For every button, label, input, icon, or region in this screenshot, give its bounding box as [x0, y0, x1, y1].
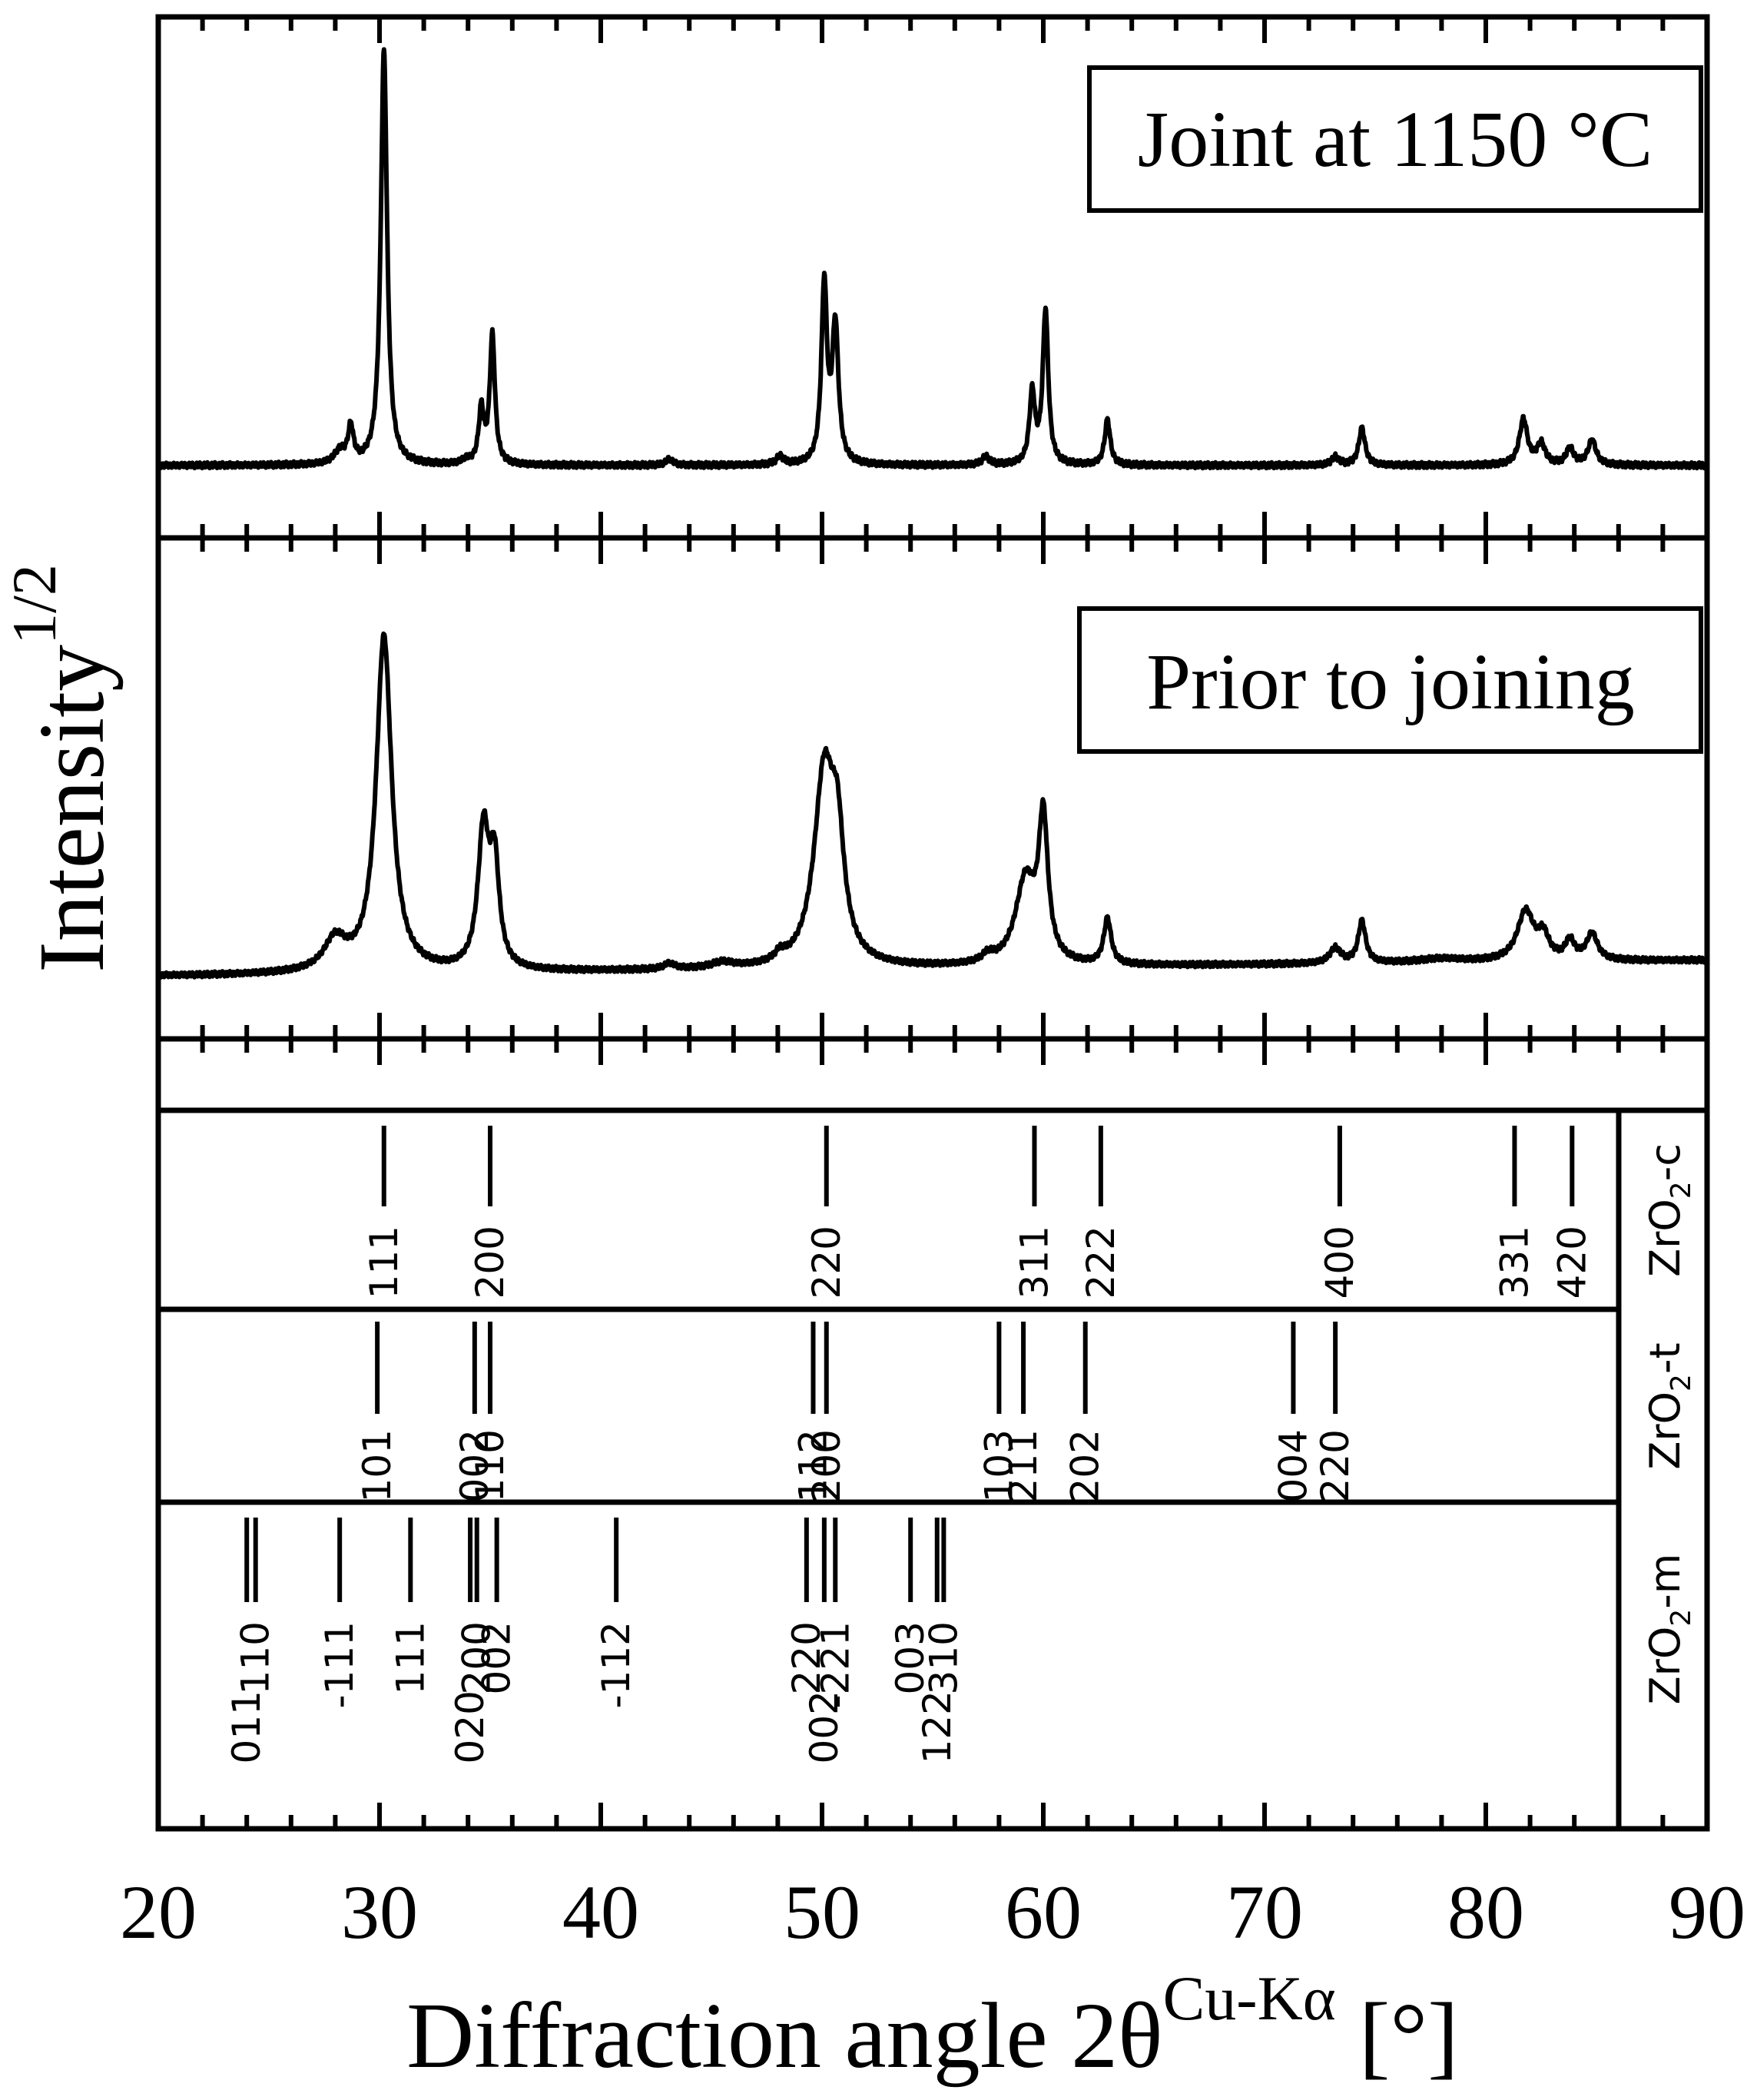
ref-name-tetragonal: ZrO2-t [1641, 1342, 1697, 1469]
x-tick-label: 90 [1669, 1869, 1745, 1955]
reference-line-label: -111 [317, 1621, 362, 1708]
x-tick-label: 50 [784, 1869, 860, 1955]
x-axis-label-superscript: Cu-Kα [1163, 1963, 1336, 2033]
legend-joint-label: Joint at 1150 °C [1138, 95, 1653, 184]
reference-line-label: 220 [804, 1226, 849, 1299]
tick-marks [156, 17, 1709, 1829]
ref-name-tetragonal-suffix: -t [1641, 1342, 1689, 1374]
reference-line-label: 310 [921, 1621, 966, 1694]
reference-line-label: 004 [1271, 1429, 1315, 1502]
reference-line-label: 220 [784, 1621, 829, 1694]
ref-name-monoclinic-main: ZrO [1641, 1627, 1689, 1705]
x-tick-label: 70 [1226, 1869, 1303, 1955]
reference-line-label: 400 [1318, 1226, 1362, 1299]
legend-prior: Prior to joining [1077, 606, 1703, 754]
reference-line-label: 002 [453, 1429, 497, 1502]
reference-line-label: -112 [594, 1621, 638, 1708]
reference-line-label: 420 [1550, 1226, 1594, 1299]
x-tick-label: 80 [1447, 1869, 1524, 1955]
x-axis-label-main: Diffraction angle 2θ [406, 1984, 1162, 2088]
x-tick-labels: 20 30 40 50 60 70 80 90 [120, 1869, 1745, 1955]
reference-line-label: 003 [888, 1621, 933, 1694]
curve-joint-1150 [156, 47, 1709, 471]
x-tick-label: 20 [120, 1869, 197, 1955]
outer-frame [155, 14, 1710, 1832]
y-axis-label-superscript: 1/2 [0, 564, 69, 645]
y-axis-label: Intensity1/2 [0, 564, 124, 973]
reference-line-label: 101 [355, 1429, 399, 1502]
legend-prior-box [1077, 606, 1703, 754]
reference-line-label: 222 [1079, 1226, 1123, 1299]
reference-line-label: 111 [362, 1226, 406, 1299]
reference-line-label: 103 [976, 1429, 1021, 1502]
ref-name-cubic-main: ZrO [1641, 1199, 1689, 1277]
reference-line-label: 202 [1063, 1429, 1108, 1502]
ref-name-cubic-suffix: -c [1641, 1143, 1689, 1181]
reference-line-label: 112 [791, 1429, 836, 1502]
reference-line-label: 211 [1001, 1429, 1046, 1502]
ref-name-cubic-sub: 2 [1666, 1181, 1697, 1199]
ref-name-tetragonal-sub: 2 [1666, 1374, 1697, 1392]
reference-line-label: 110 [468, 1429, 512, 1502]
ref-name-cubic: ZrO2-c [1641, 1143, 1697, 1277]
reference-line-label: 331 [1492, 1226, 1537, 1299]
ref-name-monoclinic-sub: 2 [1666, 1609, 1697, 1627]
reference-line-label: 002 [475, 1621, 519, 1694]
reference-line-label: 011 [224, 1690, 269, 1763]
ref-name-tetragonal-main: ZrO [1641, 1392, 1689, 1470]
reference-line-label: 200 [455, 1621, 499, 1694]
reference-pattern-c: 111 200 220 311 222 400 331 420 [362, 1126, 1594, 1299]
x-axis-label: Diffraction angle 2θCu-Kα [°] [406, 1963, 1459, 2088]
reference-line-label: 311 [1013, 1226, 1057, 1299]
x-tick-label: 60 [1005, 1869, 1082, 1955]
reference-line-label: 111 [388, 1621, 433, 1694]
ref-name-monoclinic-suffix: -m [1641, 1554, 1689, 1609]
reference-line-label: -221 [813, 1621, 857, 1708]
reference-line-label: 002 [802, 1690, 847, 1763]
reference-names: ZrO2-c ZrO2-t ZrO2-m [1641, 1143, 1697, 1704]
curve-prior-to-joining [156, 631, 1709, 980]
y-axis-label-main: Intensity [20, 645, 124, 973]
diffraction-curves [156, 47, 1709, 980]
reference-line-label: 122 [915, 1690, 960, 1763]
x-axis-label-unit: [°] [1359, 1984, 1459, 2088]
reference-line-label: 200 [468, 1226, 512, 1299]
legend-joint-box [1087, 65, 1703, 213]
panel-frames [155, 14, 1710, 1832]
legend-prior-label: Prior to joining [1146, 638, 1635, 726]
reference-line-label: 110 [234, 1621, 278, 1694]
ref-name-monoclinic: ZrO2-m [1641, 1554, 1697, 1705]
x-tick-label: 40 [562, 1869, 639, 1955]
reference-line-label: 200 [804, 1429, 849, 1502]
reference-line-label: 020 [448, 1690, 492, 1763]
legend-joint: Joint at 1150 °C [1087, 65, 1703, 213]
x-tick-label: 30 [341, 1869, 418, 1955]
reference-line-label: 220 [1313, 1429, 1358, 1502]
